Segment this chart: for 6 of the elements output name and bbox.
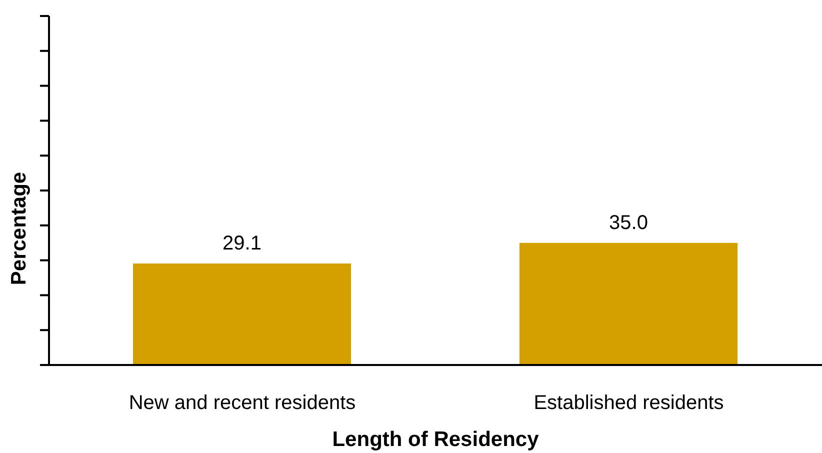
- x-tick-label: New and recent residents: [128, 392, 356, 414]
- y-axis-title: Percentage: [8, 172, 30, 286]
- data-label: 35.0: [609, 212, 648, 234]
- data-label: 29.1: [222, 232, 262, 254]
- x-tick-label: Established residents: [534, 392, 724, 414]
- x-axis-title: Length of Residency: [332, 428, 540, 451]
